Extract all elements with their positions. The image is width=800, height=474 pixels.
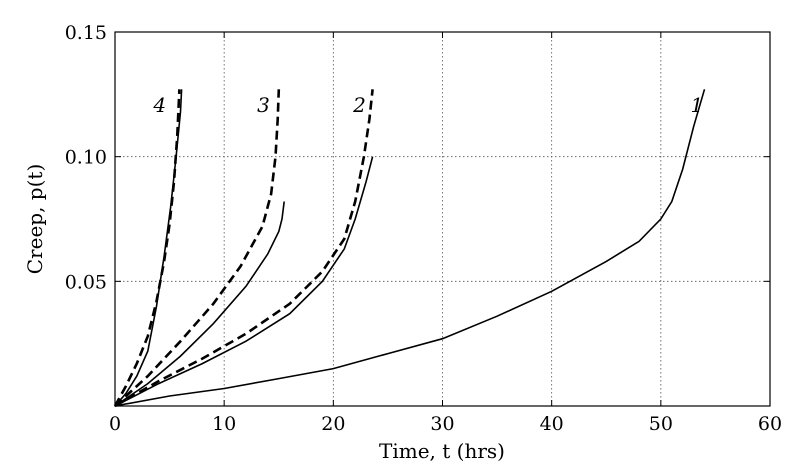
x-tick-label: 50: [649, 413, 673, 435]
x-tick-label: 60: [758, 413, 782, 435]
y-axis-label: Creep, p(t): [23, 164, 47, 275]
curve-label-1: 1: [690, 93, 703, 117]
curve-labels: 1 2 3 4: [152, 93, 703, 117]
x-tick-label: 10: [212, 413, 236, 435]
y-tick-label: 0.05: [65, 271, 107, 293]
series-3-dashed-line: [114, 89, 281, 407]
y-tick-label: 0.15: [65, 22, 107, 44]
axis-ticks: [114, 31, 771, 406]
series-4-solid-line: [114, 89, 183, 407]
x-tick-label: 0: [109, 413, 121, 435]
series-2-dashed-line: [114, 89, 374, 408]
y-tick-label: 0.10: [65, 147, 107, 169]
curve-label-2: 2: [352, 93, 366, 117]
series-4-dashed-line: [113, 89, 181, 407]
x-tick-label: 30: [430, 413, 454, 435]
curve-label-4: 4: [152, 93, 166, 117]
series-3-solid-line: [114, 201, 285, 407]
series-1-solid-line: [114, 89, 706, 407]
grid-lines: [115, 32, 770, 406]
curve-label-3: 3: [257, 93, 270, 117]
x-tick-label: 20: [321, 413, 345, 435]
x-axis-label: Time, t (hrs): [379, 439, 505, 463]
series-group: [113, 89, 706, 408]
series-2-solid-line: [114, 156, 374, 407]
tick-labels: 0 10 20 30 40 50 60 0.05 0.10 0.15: [65, 22, 782, 435]
x-tick-label: 40: [540, 413, 564, 435]
